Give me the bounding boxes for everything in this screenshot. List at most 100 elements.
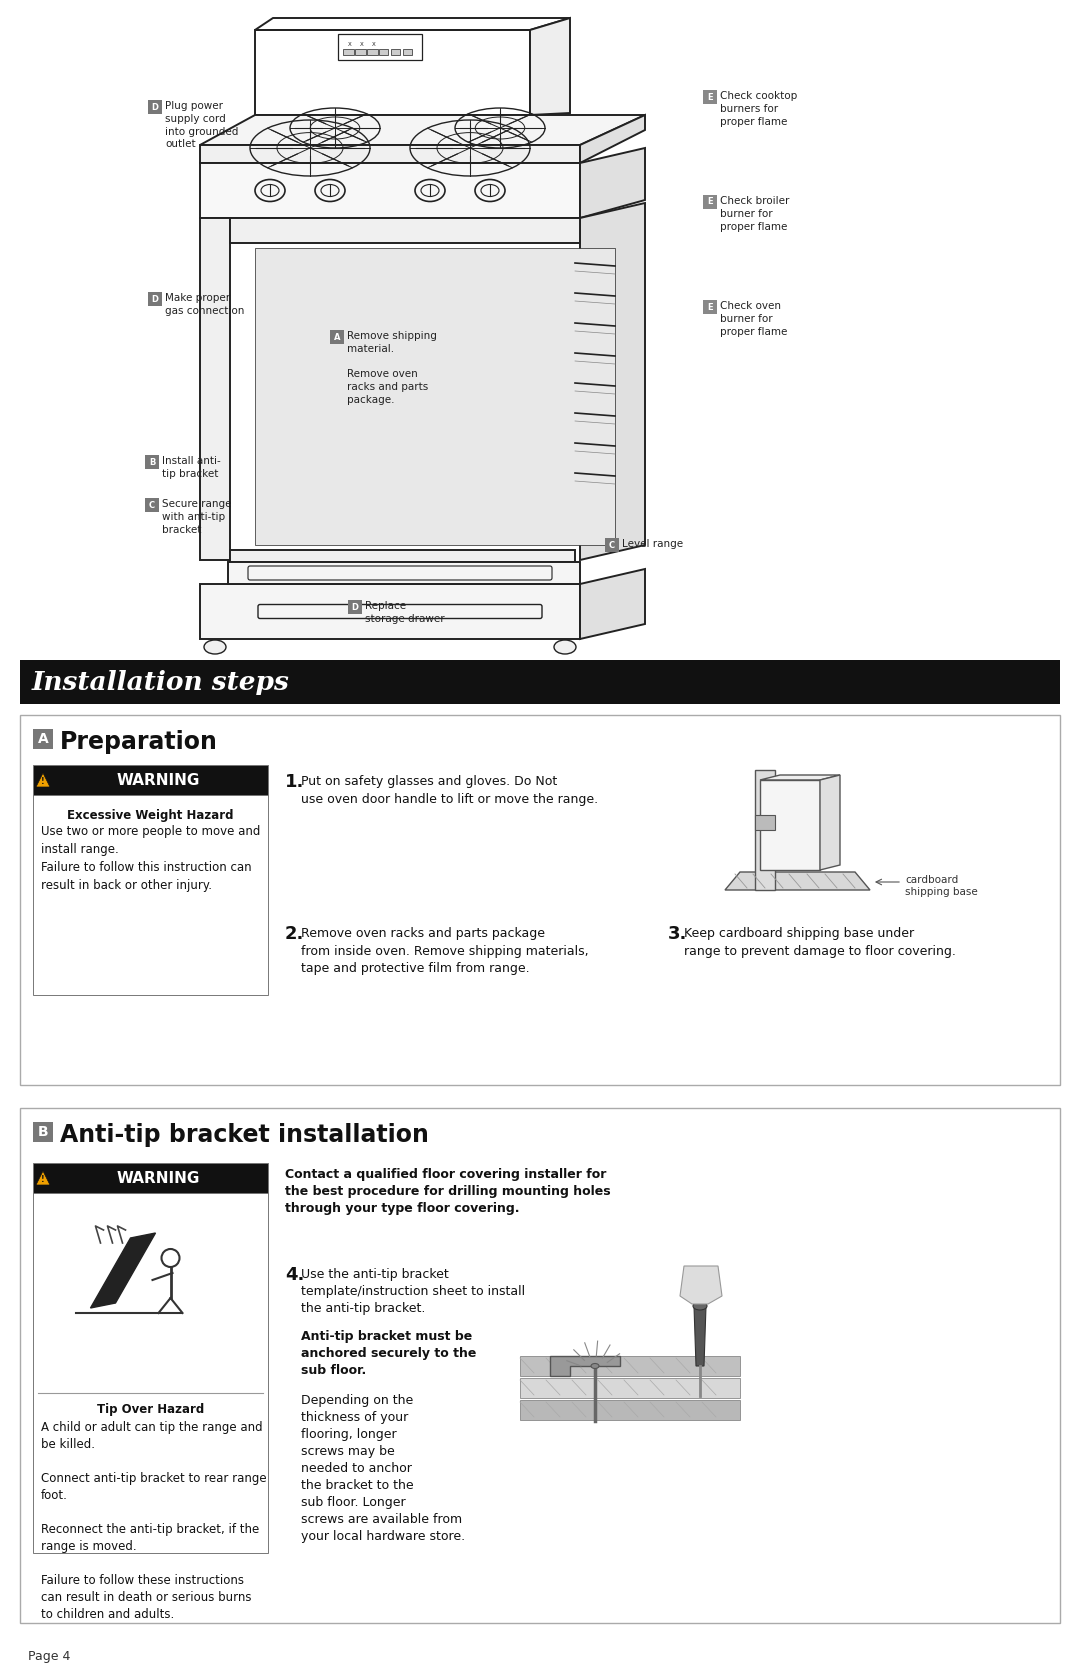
- FancyBboxPatch shape: [605, 537, 619, 552]
- Text: !: !: [41, 776, 44, 786]
- Polygon shape: [255, 249, 615, 546]
- FancyBboxPatch shape: [755, 814, 775, 829]
- Text: Remove oven racks and parts package
from inside oven. Remove shipping materials,: Remove oven racks and parts package from…: [301, 926, 589, 975]
- FancyBboxPatch shape: [145, 497, 159, 512]
- Text: Excessive Weight Hazard: Excessive Weight Hazard: [67, 809, 233, 823]
- Text: Depending on the
thickness of your
flooring, longer
screws may be
needed to anch: Depending on the thickness of your floor…: [301, 1394, 465, 1544]
- FancyBboxPatch shape: [330, 330, 345, 344]
- FancyBboxPatch shape: [33, 1163, 268, 1193]
- Text: X: X: [373, 42, 376, 47]
- Polygon shape: [519, 1379, 740, 1399]
- Text: WARNING: WARNING: [117, 773, 200, 788]
- FancyBboxPatch shape: [391, 50, 400, 55]
- FancyBboxPatch shape: [21, 659, 1059, 704]
- Ellipse shape: [693, 1302, 707, 1310]
- Text: !: !: [41, 1175, 44, 1183]
- Text: Keep cardboard shipping base under
range to prevent damage to floor covering.: Keep cardboard shipping base under range…: [684, 926, 956, 958]
- Text: Put on safety glasses and gloves. Do Not
use oven door handle to lift or move th: Put on safety glasses and gloves. Do Not…: [301, 774, 598, 806]
- Polygon shape: [580, 204, 645, 561]
- Text: 3.: 3.: [669, 925, 687, 943]
- Text: Page 4: Page 4: [28, 1651, 70, 1662]
- Text: Replace
storage drawer: Replace storage drawer: [365, 601, 445, 624]
- Text: Tip Over Hazard: Tip Over Hazard: [97, 1404, 204, 1415]
- FancyBboxPatch shape: [403, 50, 411, 55]
- Text: Installation steps: Installation steps: [32, 669, 289, 694]
- Text: Use the anti-tip bracket
template/instruction sheet to install
the anti-tip brac: Use the anti-tip bracket template/instru…: [301, 1268, 525, 1315]
- Polygon shape: [230, 219, 580, 244]
- Ellipse shape: [554, 639, 576, 654]
- Polygon shape: [694, 1307, 706, 1365]
- Polygon shape: [680, 1267, 723, 1303]
- Text: E: E: [707, 197, 713, 207]
- Text: C: C: [609, 541, 616, 549]
- Text: A: A: [334, 332, 340, 342]
- Text: Preparation: Preparation: [60, 729, 218, 754]
- Polygon shape: [519, 1400, 740, 1420]
- FancyBboxPatch shape: [348, 599, 362, 614]
- FancyBboxPatch shape: [366, 50, 378, 55]
- Polygon shape: [580, 149, 645, 219]
- Text: C: C: [149, 501, 156, 509]
- Text: Check broiler
burner for
proper flame: Check broiler burner for proper flame: [720, 195, 789, 232]
- Text: D: D: [151, 102, 159, 112]
- Text: cardboard
shipping base: cardboard shipping base: [905, 875, 977, 898]
- Polygon shape: [91, 1233, 156, 1308]
- Polygon shape: [755, 769, 775, 890]
- Text: Plug power
supply cord
into grounded
outlet: Plug power supply cord into grounded out…: [165, 102, 239, 150]
- Polygon shape: [580, 115, 645, 164]
- Text: Level range: Level range: [622, 539, 684, 549]
- Polygon shape: [760, 774, 840, 779]
- Polygon shape: [228, 562, 580, 584]
- Polygon shape: [530, 18, 570, 115]
- Text: Contact a qualified floor covering installer for
the best procedure for drilling: Contact a qualified floor covering insta…: [285, 1168, 610, 1215]
- Ellipse shape: [204, 639, 226, 654]
- FancyBboxPatch shape: [33, 1193, 268, 1552]
- Text: Anti-tip bracket installation: Anti-tip bracket installation: [60, 1123, 429, 1147]
- Text: Remove shipping
material.

Remove oven
racks and parts
package.: Remove shipping material. Remove oven ra…: [347, 330, 437, 406]
- FancyBboxPatch shape: [33, 1122, 53, 1142]
- Polygon shape: [36, 1172, 50, 1185]
- Text: Secure range
with anti-tip
bracket: Secure range with anti-tip bracket: [162, 499, 231, 534]
- Polygon shape: [36, 773, 50, 788]
- Polygon shape: [519, 1355, 740, 1375]
- Text: Make proper
gas connection: Make proper gas connection: [165, 294, 244, 315]
- Text: B: B: [38, 1125, 49, 1138]
- Polygon shape: [820, 774, 840, 870]
- FancyBboxPatch shape: [378, 50, 388, 55]
- Polygon shape: [200, 584, 580, 639]
- Text: Use two or more people to move and
install range.
Failure to follow this instruc: Use two or more people to move and insta…: [41, 824, 260, 891]
- FancyBboxPatch shape: [703, 195, 717, 209]
- Text: A child or adult can tip the range and
be killed.

Connect anti-tip bracket to r: A child or adult can tip the range and b…: [41, 1420, 267, 1621]
- Text: WARNING: WARNING: [117, 1170, 200, 1185]
- FancyBboxPatch shape: [33, 764, 268, 794]
- Text: E: E: [707, 92, 713, 102]
- Text: X: X: [360, 42, 364, 47]
- Text: 1.: 1.: [285, 773, 305, 791]
- FancyBboxPatch shape: [354, 50, 365, 55]
- Polygon shape: [760, 779, 820, 870]
- Text: Check cooktop
burners for
proper flame: Check cooktop burners for proper flame: [720, 92, 797, 127]
- Text: D: D: [351, 603, 359, 611]
- FancyBboxPatch shape: [33, 794, 268, 995]
- FancyBboxPatch shape: [148, 100, 162, 113]
- FancyBboxPatch shape: [145, 456, 159, 469]
- Polygon shape: [580, 569, 645, 639]
- Text: Check oven
burner for
proper flame: Check oven burner for proper flame: [720, 300, 787, 337]
- Polygon shape: [550, 1355, 620, 1375]
- Polygon shape: [230, 551, 575, 562]
- Text: Install anti-
tip bracket: Install anti- tip bracket: [162, 456, 220, 479]
- Text: 4.: 4.: [285, 1267, 305, 1283]
- Polygon shape: [725, 871, 870, 890]
- FancyBboxPatch shape: [21, 1108, 1059, 1622]
- FancyBboxPatch shape: [148, 292, 162, 305]
- Text: Anti-tip bracket must be
anchored securely to the
sub floor.: Anti-tip bracket must be anchored secure…: [301, 1330, 476, 1377]
- Polygon shape: [200, 145, 580, 164]
- FancyBboxPatch shape: [33, 729, 53, 749]
- Polygon shape: [200, 115, 645, 145]
- Text: 2.: 2.: [285, 925, 305, 943]
- Text: E: E: [707, 302, 713, 312]
- Text: B: B: [149, 457, 156, 467]
- Ellipse shape: [591, 1364, 599, 1369]
- FancyBboxPatch shape: [703, 90, 717, 103]
- FancyBboxPatch shape: [342, 50, 353, 55]
